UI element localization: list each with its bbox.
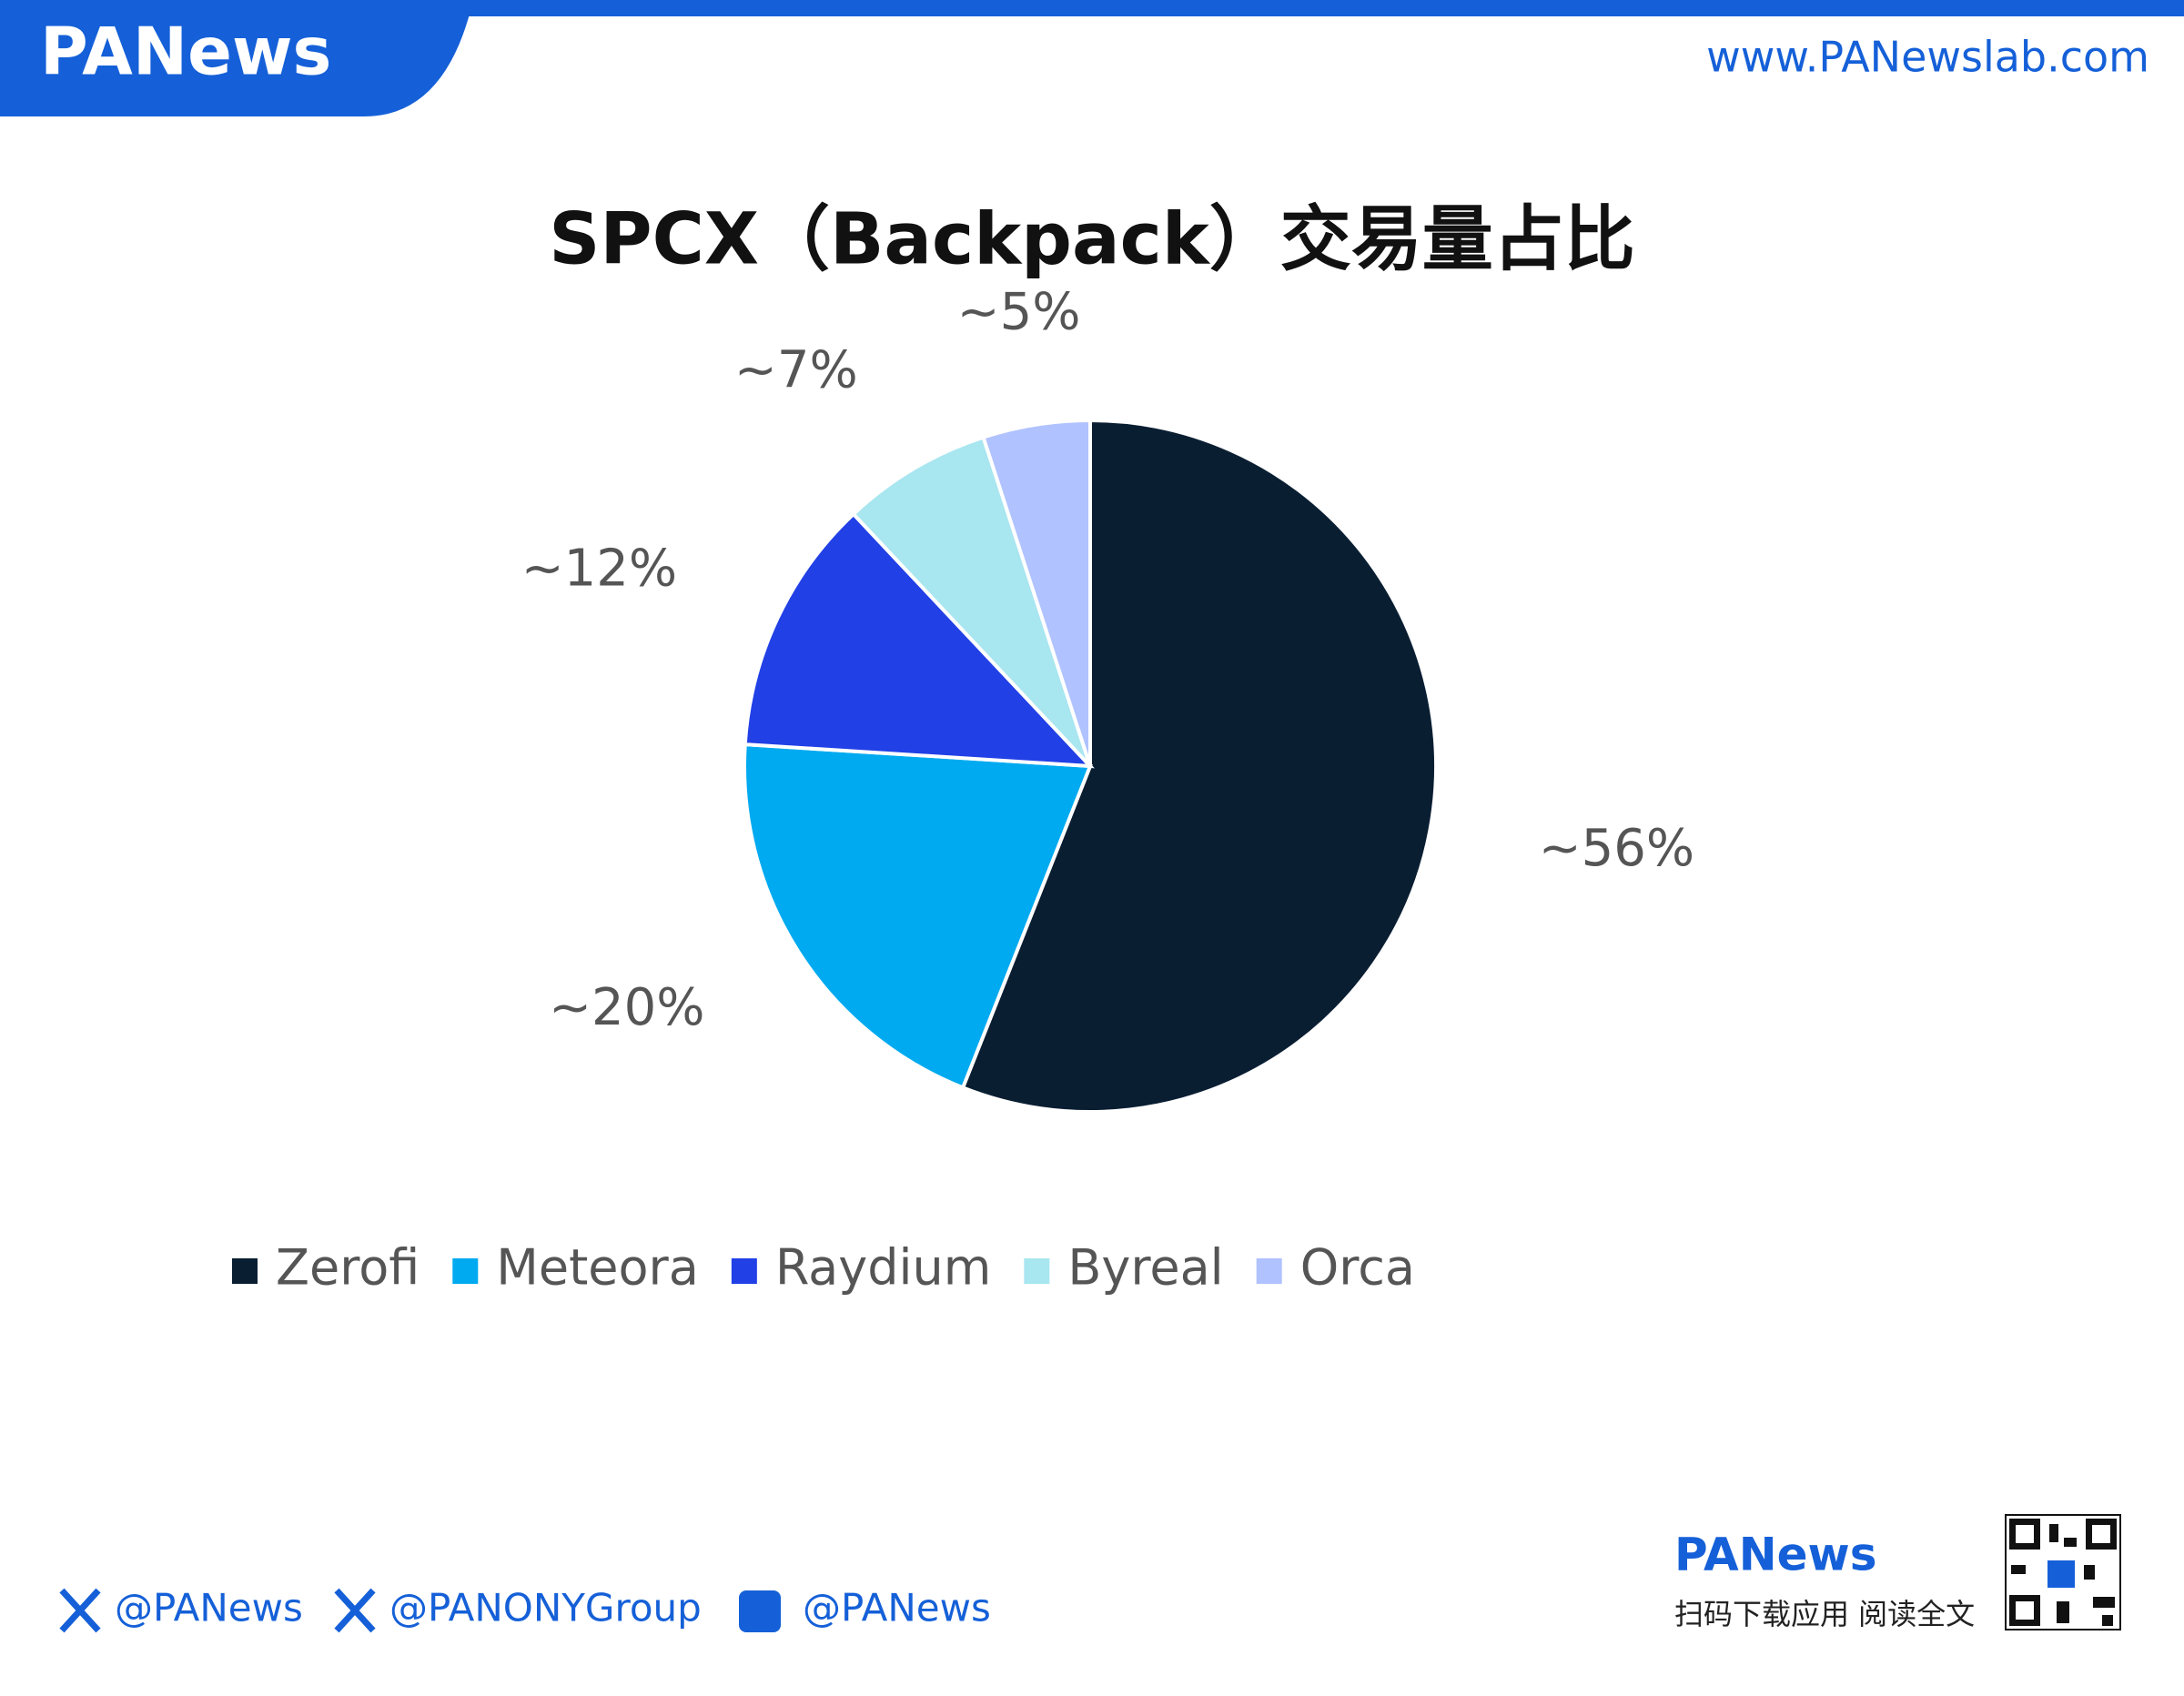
pie-slice: [981, 418, 1092, 767]
legend-swatch: [452, 1258, 479, 1284]
top-bar: [0, 0, 2184, 16]
chart-title: SPCX（Backpack）交易量占比: [549, 198, 1635, 280]
pie-slice: [743, 511, 1095, 769]
pie-slice: [743, 742, 1093, 1090]
social-handle[interactable]: @PANews: [803, 1586, 991, 1630]
legend-label: Raydium: [775, 1239, 992, 1297]
data-label: ~56%: [1539, 819, 1694, 878]
legend-label: Byreal: [1067, 1239, 1223, 1297]
site-url[interactable]: www.PANewslab.com: [1706, 33, 2149, 82]
data-label: ~7%: [734, 340, 858, 399]
logo-tab: [0, 0, 473, 116]
qr-code: [2005, 1514, 2121, 1630]
pie-slice: [960, 418, 1438, 1114]
footer-cta: 扫码下载应用 阅读全文: [1674, 1597, 1975, 1631]
legend-swatch: [1256, 1258, 1282, 1284]
x-icon: [334, 1588, 376, 1633]
rednote-icon: [739, 1590, 781, 1632]
legend-label: Zerofi: [276, 1239, 420, 1297]
legend: Zerofi Meteora Raydium Byreal Orca: [232, 1239, 1415, 1297]
logo: PANews: [40, 14, 331, 90]
data-label: ~5%: [957, 283, 1081, 342]
legend-swatch: [232, 1258, 258, 1284]
footer-brand: PANews: [1674, 1529, 1876, 1581]
data-label: ~12%: [521, 540, 677, 599]
data-label: ~20%: [549, 978, 704, 1037]
legend-swatch: [731, 1258, 757, 1284]
pie: ~56% ~20% ~12% ~7% ~5%: [521, 283, 1694, 1114]
legend-label: Meteora: [496, 1239, 699, 1297]
pie-slice: [851, 435, 1092, 768]
social-handle[interactable]: @PANONYGroup: [389, 1586, 702, 1630]
x-icon: [59, 1588, 101, 1633]
legend-swatch: [1024, 1258, 1050, 1284]
legend-label: Orca: [1300, 1239, 1415, 1297]
social-handle[interactable]: @PANews: [115, 1586, 303, 1630]
